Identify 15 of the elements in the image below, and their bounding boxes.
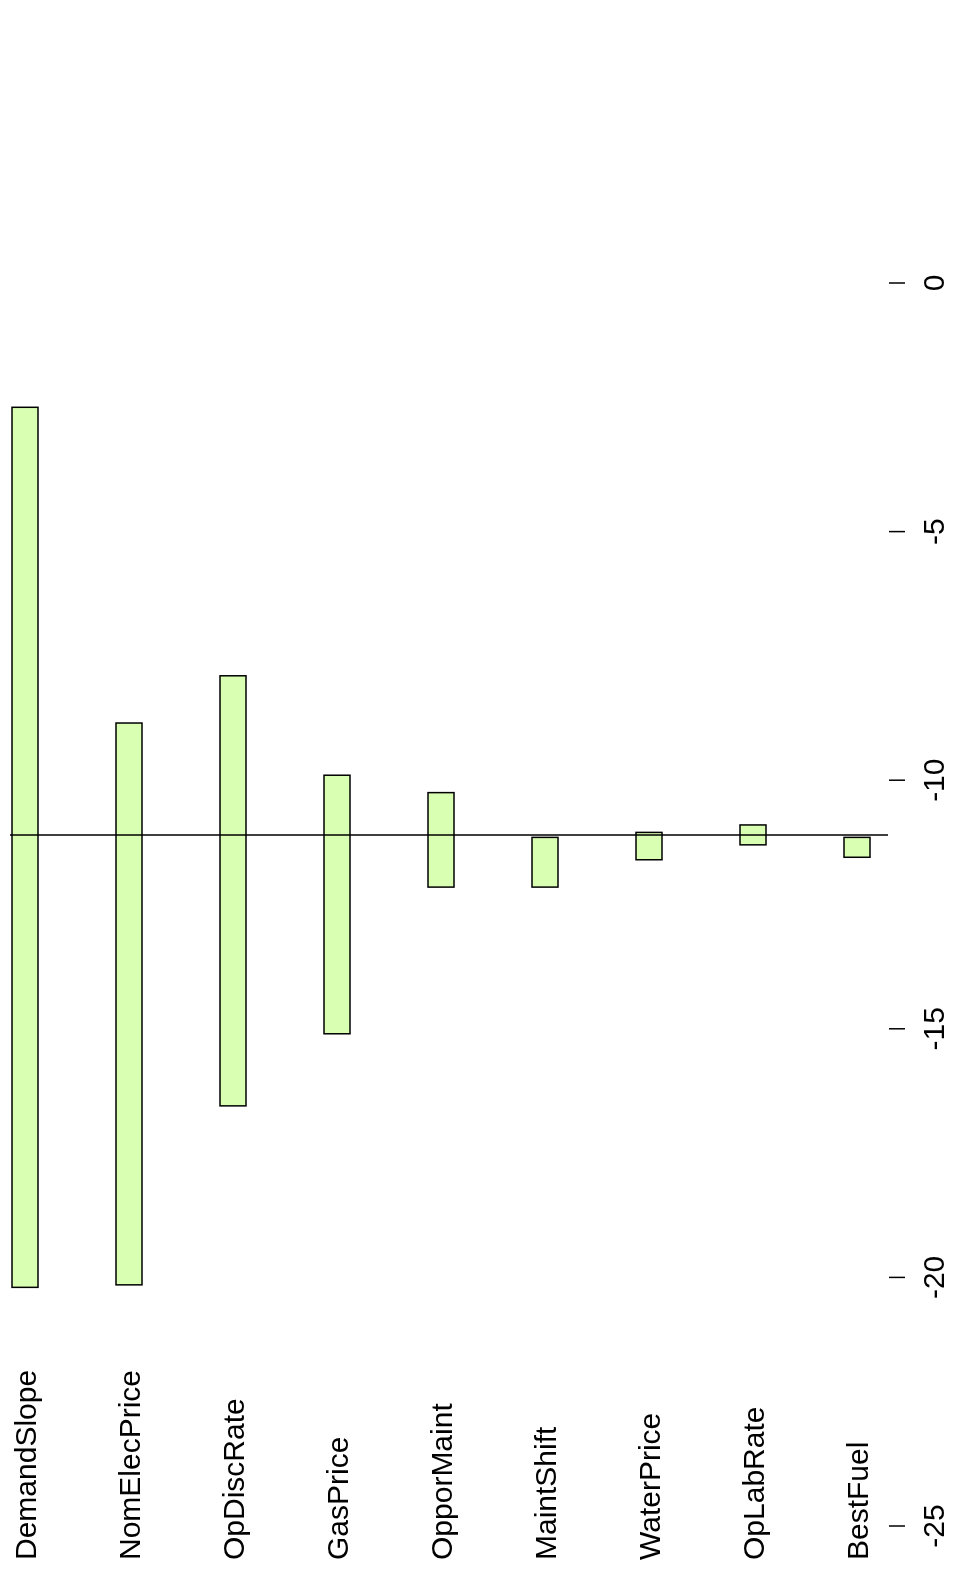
x-tick-label: OpporMaint xyxy=(425,1402,458,1560)
x-tick-label: OpLabRate xyxy=(737,1406,770,1560)
y-tick-label: 0 xyxy=(917,274,950,292)
y-tick-label: -25 xyxy=(917,1504,950,1548)
x-tick-label: NomElecPrice xyxy=(113,1369,146,1560)
x-tick-label: MaintShift xyxy=(529,1425,562,1560)
x-tick-label: GasPrice xyxy=(321,1436,354,1560)
x-tick-label: OpDiscRate xyxy=(217,1398,250,1560)
y-tick-label: -20 xyxy=(917,1255,950,1300)
x-tick-label: WaterPrice xyxy=(633,1412,666,1560)
y-tick-label: -15 xyxy=(917,1007,950,1051)
x-tick-label: BestFuel xyxy=(841,1441,874,1560)
x-tick-label: DemandSlope xyxy=(9,1369,42,1560)
y-tick-label: -10 xyxy=(917,758,950,802)
y-tick-label: -5 xyxy=(917,518,950,545)
